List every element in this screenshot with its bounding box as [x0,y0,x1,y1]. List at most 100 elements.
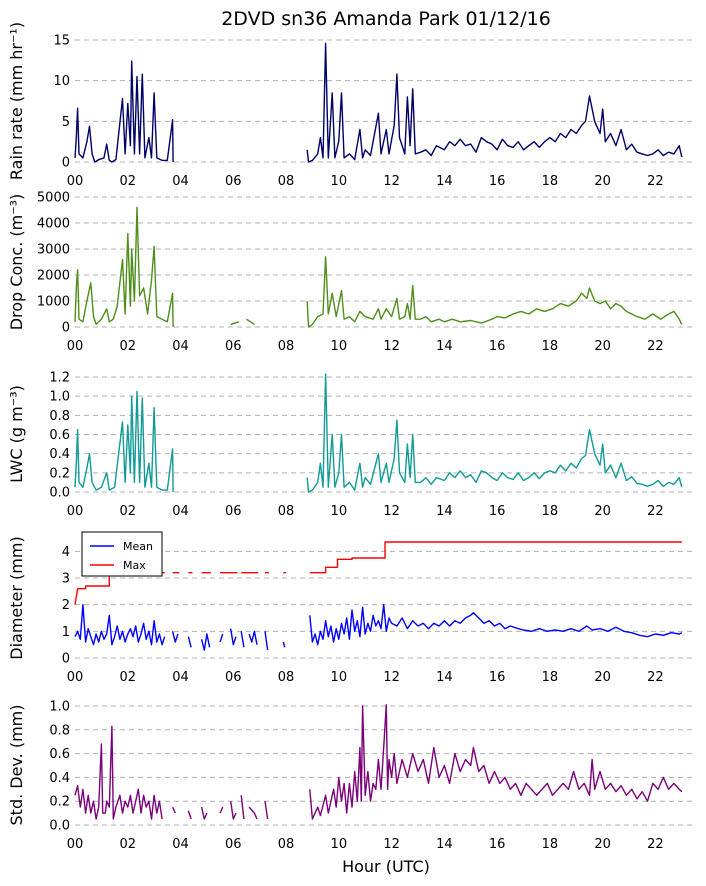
legend: Mean Max [81,531,163,577]
y-tick-label: 0.8 [49,409,70,424]
x-tick-label: 04 [172,339,189,354]
legend-label: Max [123,559,146,572]
y-tick-label: 4 [62,545,70,560]
y-tick-label: 0 [62,321,70,336]
y-tick-label: 0.0 [49,819,70,834]
y-tick-label: 0 [62,156,70,171]
y-tick-label: 3 [62,572,70,587]
y-axis-label: Std. Dev. (mm) [7,705,26,826]
x-tick-label: 02 [119,339,136,354]
y-tick-label: 5 [62,115,70,130]
x-tick-label: 22 [647,339,664,354]
x-tick-label: 08 [278,670,295,685]
x-tick-label: 20 [594,174,611,189]
x-tick-label: 10 [331,174,348,189]
x-tick-label: 12 [383,504,400,519]
x-tick-label: 02 [119,670,136,685]
panel-2: 0 1000 2000 3000 4000 5000 00 02 04 06 08 10 12 14 16 1… [7,191,695,354]
x-tick-label: 22 [647,504,664,519]
series-line-1 [74,42,683,163]
x-tick-label: 00 [67,174,84,189]
x-tick-label: 02 [119,837,136,852]
y-tick-label: 0.2 [49,466,70,481]
y-axis-label: Diameter (mm) [7,536,26,659]
y-tick-label: 0.2 [49,795,70,810]
x-tick-label: 00 [67,837,84,852]
x-tick-label: 10 [331,504,348,519]
y-tick-label: 0.6 [49,428,70,443]
x-tick-label: 14 [436,837,453,852]
x-tick-label: 18 [542,174,559,189]
x-tick-label: 10 [331,670,348,685]
x-tick-label: 06 [225,504,242,519]
x-tick-label: 00 [67,339,84,354]
x-tick-label: 20 [594,339,611,354]
x-tick-label: 02 [119,174,136,189]
x-axis-label: Hour (UTC) [342,857,430,876]
x-tick-label: 18 [542,837,559,852]
x-tick-label: 18 [542,670,559,685]
x-tick-label: 06 [225,837,242,852]
x-tick-label: 20 [594,670,611,685]
x-tick-label: 04 [172,837,189,852]
x-tick-label: 18 [542,504,559,519]
legend-label: Mean [123,540,153,553]
x-tick-label: 04 [172,670,189,685]
x-tick-label: 22 [647,837,664,852]
x-tick-label: 14 [436,670,453,685]
y-tick-label: 3000 [37,243,70,258]
x-tick-label: 14 [436,174,453,189]
x-tick-label: 12 [383,174,400,189]
x-tick-label: 16 [489,174,506,189]
x-tick-label: 06 [225,670,242,685]
y-axis-label: Rain rate (mm hr⁻¹) [7,22,26,180]
panel-1: 0 5 10 15 00 02 04 06 08 10 12 14 16 18 20 22 Rain rate … [7,22,695,189]
x-tick-label: 10 [331,339,348,354]
series-line-5 [74,704,683,820]
y-axis-label: Drop Conc. (m⁻³) [7,194,26,331]
y-tick-label: 0.6 [49,747,70,762]
panel-5: 0.0 0.2 0.4 0.6 0.8 1.0 00 02 04 06 08 10 12 14 16 18 20… [7,700,695,852]
y-tick-label: 2000 [37,269,70,284]
y-tick-label: 0 [62,652,70,667]
x-tick-label: 12 [383,339,400,354]
x-tick-label: 00 [67,670,84,685]
x-tick-label: 10 [331,837,348,852]
x-tick-label: 16 [489,339,506,354]
series-line-max [74,541,682,605]
x-tick-label: 14 [436,504,453,519]
panel-3: 0.0 0.2 0.4 0.6 0.8 1.0 1.2 00 02 04 06 08 10 12 14 16 1… [7,371,695,519]
y-tick-label: 1 [62,625,70,640]
x-tick-label: 06 [225,339,242,354]
y-tick-label: 0.0 [49,486,70,501]
y-axis-label: LWC (g m⁻³) [7,385,26,483]
chart-title: 2DVD sn36 Amanda Park 01/12/16 [221,8,551,30]
series-line-mean [74,604,683,651]
y-tick-label: 1.0 [49,700,70,715]
legend-box [81,531,163,577]
x-tick-label: 22 [647,174,664,189]
y-tick-label: 0.4 [49,771,70,786]
x-tick-label: 16 [489,837,506,852]
x-tick-label: 14 [436,339,453,354]
y-tick-label: 1.0 [49,390,70,405]
y-tick-label: 0.4 [49,447,70,462]
y-tick-label: 15 [53,34,70,49]
x-tick-label: 08 [278,174,295,189]
y-tick-label: 2 [62,598,70,613]
x-tick-label: 20 [594,837,611,852]
y-tick-label: 1.2 [49,371,70,386]
x-tick-label: 20 [594,504,611,519]
y-tick-label: 1000 [37,295,70,310]
x-tick-label: 08 [278,837,295,852]
x-tick-label: 04 [172,504,189,519]
x-tick-label: 08 [278,339,295,354]
x-tick-label: 16 [489,504,506,519]
y-tick-label: 4000 [37,217,70,232]
series-line-2 [74,206,683,328]
x-tick-label: 02 [119,504,136,519]
x-tick-label: 04 [172,174,189,189]
